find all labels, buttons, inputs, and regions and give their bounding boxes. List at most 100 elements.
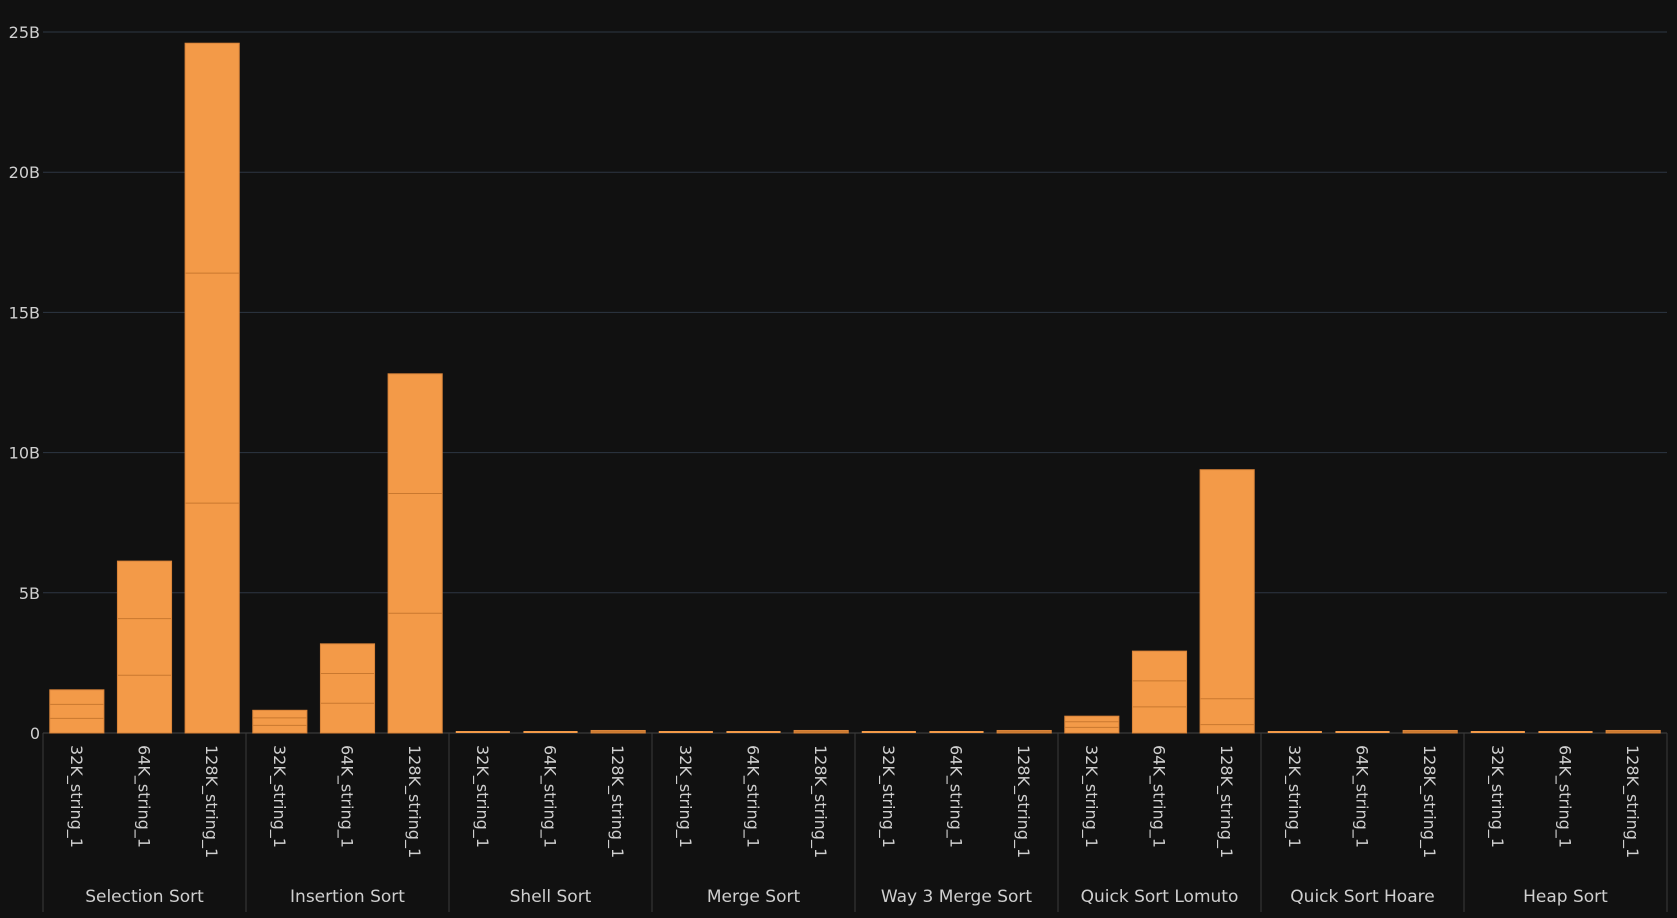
bar[interactable] <box>861 731 916 733</box>
x-tick-label: 128K_string_1 <box>1419 745 1439 858</box>
x-tick-label: 32K_string_1 <box>1081 745 1101 848</box>
x-tick-label: 128K_string_1 <box>404 745 424 858</box>
bar[interactable] <box>1064 715 1120 734</box>
x-tick-label: 32K_string_1 <box>66 745 86 848</box>
bar-segment[interactable] <box>252 710 307 718</box>
bar[interactable] <box>319 643 376 734</box>
x-tick-label: 32K_string_1 <box>1487 745 1507 848</box>
x-tick-label: 64K_string_1 <box>946 745 966 848</box>
bar-segment[interactable] <box>455 731 510 733</box>
bar-segment[interactable] <box>320 673 375 704</box>
x-tick-label: 128K_string_1 <box>201 745 221 858</box>
bar-segment[interactable] <box>929 731 984 733</box>
bar-segment[interactable] <box>49 704 104 719</box>
group-label: Way 3 Merge Sort <box>881 887 1032 907</box>
x-tick-label: 32K_string_1 <box>269 745 289 848</box>
bar-segment[interactable] <box>320 643 375 674</box>
bar-segment[interactable] <box>1132 680 1187 707</box>
group-label: Selection Sort <box>85 887 204 907</box>
y-tick-label: 25B <box>9 23 40 42</box>
bar-outline <box>49 689 105 734</box>
x-tick-label: 128K_string_1 <box>810 745 830 858</box>
bar-outline <box>590 729 646 734</box>
x-tick-label: 64K_string_1 <box>337 745 357 848</box>
bar[interactable] <box>49 689 105 734</box>
bar-segment[interactable] <box>1064 727 1119 733</box>
bar[interactable] <box>793 729 849 734</box>
x-tick-label: 128K_string_1 <box>1216 745 1236 858</box>
bar-segment[interactable] <box>1538 731 1593 733</box>
bar[interactable] <box>590 729 646 734</box>
x-tick-label: 128K_string_1 <box>607 745 627 858</box>
x-tick-label: 128K_string_1 <box>1013 745 1033 858</box>
group-label: Quick Sort Hoare <box>1290 887 1434 907</box>
bar-segment[interactable] <box>388 373 443 494</box>
x-tick-label: 64K_string_1 <box>1555 745 1575 848</box>
bar[interactable] <box>726 731 781 733</box>
bar-segment[interactable] <box>117 561 172 619</box>
y-tick-label: 20B <box>9 163 40 182</box>
bar-outline <box>996 729 1052 734</box>
x-tick-label: 128K_string_1 <box>1622 745 1642 858</box>
bar-segment[interactable] <box>117 675 172 733</box>
x-tick-label: 32K_string_1 <box>878 745 898 848</box>
bar-outline <box>1199 469 1255 734</box>
bar-segment[interactable] <box>1200 724 1255 733</box>
bar-segment[interactable] <box>1064 721 1119 728</box>
group-label: Merge Sort <box>707 887 801 907</box>
bar[interactable] <box>455 731 510 733</box>
bar-segment[interactable] <box>252 717 307 726</box>
bar[interactable] <box>184 42 240 734</box>
bar-segment[interactable] <box>658 731 713 733</box>
bar-outline <box>1131 650 1188 734</box>
bar-segment[interactable] <box>1335 731 1390 733</box>
bar-segment[interactable] <box>523 731 578 733</box>
bar-segment[interactable] <box>117 618 172 676</box>
bar-segment[interactable] <box>388 613 443 733</box>
bar-segment[interactable] <box>861 731 916 733</box>
bar-segment[interactable] <box>1200 698 1255 725</box>
bar[interactable] <box>387 373 443 734</box>
bar-segment[interactable] <box>1267 731 1322 733</box>
y-tick-label: 15B <box>9 303 40 322</box>
bar[interactable] <box>1199 469 1255 734</box>
bar[interactable] <box>523 731 578 733</box>
bar-segment[interactable] <box>1470 731 1525 733</box>
bar[interactable] <box>658 731 713 733</box>
bar-segment[interactable] <box>185 43 240 274</box>
bar-segment[interactable] <box>185 503 240 733</box>
bar[interactable] <box>1538 731 1593 733</box>
bar-segment[interactable] <box>1200 469 1255 699</box>
x-tick-label: 64K_string_1 <box>540 745 560 848</box>
bar-segment[interactable] <box>185 273 240 504</box>
bar[interactable] <box>116 560 173 734</box>
bar[interactable] <box>1470 731 1525 733</box>
bar-segment[interactable] <box>726 731 781 733</box>
x-tick-label: 64K_string_1 <box>1352 745 1372 848</box>
y-tick-label: 0 <box>30 724 40 743</box>
x-tick-label: 64K_string_1 <box>1149 745 1169 848</box>
bar-segment[interactable] <box>1132 706 1187 733</box>
bar[interactable] <box>252 709 308 734</box>
bar-outline <box>1605 729 1661 734</box>
bar-segment[interactable] <box>320 703 375 733</box>
bar-outline <box>319 643 376 734</box>
bar-outline <box>1402 729 1458 734</box>
bar[interactable] <box>996 729 1052 734</box>
bar-segment[interactable] <box>49 718 104 733</box>
bar[interactable] <box>1267 731 1322 733</box>
bar[interactable] <box>1605 729 1661 734</box>
bar[interactable] <box>1402 729 1458 734</box>
bar-segment[interactable] <box>49 689 104 705</box>
bar[interactable] <box>1131 650 1188 734</box>
bar-segment[interactable] <box>388 493 443 614</box>
bar[interactable] <box>929 731 984 733</box>
bar-segment[interactable] <box>1064 716 1119 722</box>
bar-outline <box>387 373 443 734</box>
bar-segment[interactable] <box>1132 651 1187 681</box>
bar-outline <box>252 709 308 734</box>
bar[interactable] <box>1335 731 1390 733</box>
bar-segment[interactable] <box>252 725 307 733</box>
x-tick-label: 64K_string_1 <box>134 745 154 848</box>
